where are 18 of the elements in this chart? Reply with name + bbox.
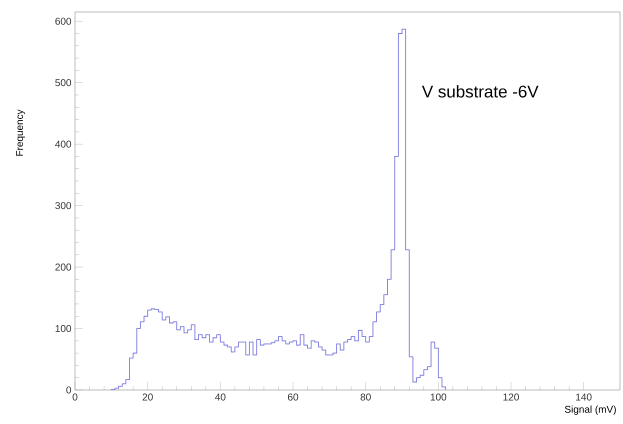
x-tick-label: 60 <box>288 394 298 401</box>
x-axis-title: Signal (mV) <box>564 406 616 415</box>
x-tick-label: 100 <box>430 394 446 401</box>
x-tick-label: 40 <box>215 394 226 401</box>
y-tick-label: 100 <box>56 325 72 332</box>
y-axis-title: Frequency <box>16 109 25 156</box>
x-tick-label: 120 <box>503 394 519 401</box>
y-tick-label: 300 <box>55 202 72 210</box>
x-tick-label: 20 <box>142 394 153 401</box>
y-tick-label: 200 <box>55 264 72 271</box>
annotation: V substrate -6V <box>422 85 539 98</box>
y-tick-label: 0 <box>66 386 72 394</box>
y-tick-label: 400 <box>55 140 72 148</box>
x-tick-label: 0 <box>72 394 78 401</box>
y-tick-label: 600 <box>55 18 72 25</box>
y-tick-label: 500 <box>55 79 72 86</box>
x-tick-label: 140 <box>576 394 592 401</box>
x-tick-label: 80 <box>360 394 371 401</box>
